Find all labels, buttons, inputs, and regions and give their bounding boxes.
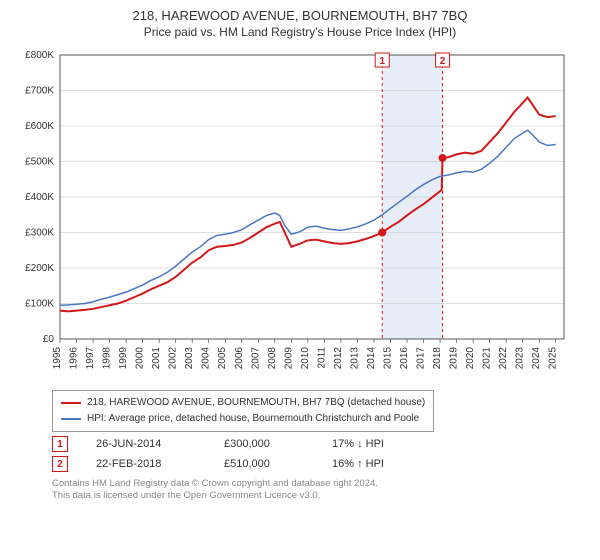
y-tick-label: £500K	[25, 157, 54, 168]
event-delta: 17% ↓ HPI	[332, 438, 384, 450]
y-tick-label: £300K	[25, 228, 54, 239]
footnote-line: This data is licensed under the Open Gov…	[52, 490, 588, 502]
x-tick-label: 2009	[283, 347, 294, 370]
x-tick-label: 2005	[217, 347, 228, 370]
x-tick-label: 2014	[366, 347, 377, 370]
legend-swatch	[61, 402, 81, 404]
x-tick-label: 2018	[432, 347, 443, 370]
footnote: Contains HM Land Registry data © Crown c…	[52, 478, 588, 503]
x-tick-label: 2017	[416, 347, 427, 370]
event-row: 1 26-JUN-2014 £300,000 17% ↓ HPI	[52, 436, 588, 452]
legend-row: 218, HAREWOOD AVENUE, BOURNEMOUTH, BH7 7…	[61, 395, 425, 411]
event-delta: 16% ↑ HPI	[332, 458, 384, 470]
x-tick-label: 2008	[267, 347, 278, 370]
x-tick-label: 2023	[515, 347, 526, 370]
event-dot	[378, 229, 386, 237]
event-marker-number: 2	[440, 56, 446, 67]
legend: 218, HAREWOOD AVENUE, BOURNEMOUTH, BH7 7…	[52, 390, 434, 432]
chart-area: £0 £100K £200K £300K £400K £500K £600K £700K £80…	[12, 49, 588, 384]
x-tick-label: 2011	[316, 347, 327, 369]
x-tick-label: 1996	[69, 347, 80, 370]
x-tick-label: 2000	[135, 347, 146, 370]
x-tick-label: 2016	[399, 347, 410, 370]
y-tick-label: £600K	[25, 121, 54, 132]
footnote-line: Contains HM Land Registry data © Crown c…	[52, 478, 588, 490]
line-chart: £0 £100K £200K £300K £400K £500K £600K £700K £80…	[12, 49, 572, 379]
y-tick-label: £100K	[25, 299, 54, 310]
legend-swatch	[61, 418, 81, 420]
x-tick-label: 2019	[449, 347, 460, 370]
x-tick-label: 1998	[102, 347, 113, 370]
event-price: £300,000	[224, 438, 304, 450]
event-row-marker: 2	[52, 456, 68, 472]
event-marker-number: 1	[379, 56, 385, 67]
y-tick-label: £800K	[25, 50, 54, 61]
y-tick-label: £400K	[25, 192, 54, 203]
event-price: £510,000	[224, 458, 304, 470]
series-hpi	[60, 130, 556, 305]
title-main: 218, HAREWOOD AVENUE, BOURNEMOUTH, BH7 7…	[12, 8, 588, 23]
y-tick-label: £700K	[25, 86, 54, 97]
x-tick-label: 2006	[234, 347, 245, 370]
x-tick-label: 2001	[151, 347, 162, 370]
x-tick-label: 1999	[118, 347, 129, 370]
x-tick-label: 2002	[168, 347, 179, 370]
x-tick-label: 2021	[482, 347, 493, 370]
x-tick-label: 2013	[349, 347, 360, 370]
x-tick-label: 2010	[300, 347, 311, 370]
x-tick-label: 2022	[498, 347, 509, 370]
x-tick-label: 2004	[201, 347, 212, 370]
event-date: 22-FEB-2018	[96, 458, 196, 470]
event-row-marker: 1	[52, 436, 68, 452]
x-tick-label: 2024	[531, 347, 542, 370]
x-tick-label: 1995	[52, 347, 63, 370]
x-tick-label: 2015	[382, 347, 393, 370]
title-sub: Price paid vs. HM Land Registry's House …	[12, 25, 588, 39]
x-tick-label: 2020	[465, 347, 476, 370]
x-tick-label: 2007	[250, 347, 261, 370]
event-dot	[439, 154, 447, 162]
event-row: 2 22-FEB-2018 £510,000 16% ↑ HPI	[52, 456, 588, 472]
y-tick-label: £200K	[25, 263, 54, 274]
series-price_paid	[60, 98, 556, 312]
x-tick-label: 1997	[85, 347, 96, 370]
legend-label: HPI: Average price, detached house, Bour…	[87, 411, 419, 427]
event-date: 26-JUN-2014	[96, 438, 196, 450]
y-tick-label: £0	[43, 334, 55, 345]
x-tick-label: 2025	[548, 347, 559, 370]
x-tick-label: 2012	[333, 347, 344, 370]
legend-label: 218, HAREWOOD AVENUE, BOURNEMOUTH, BH7 7…	[87, 395, 425, 411]
legend-row: HPI: Average price, detached house, Bour…	[61, 411, 425, 427]
x-tick-label: 2003	[184, 347, 195, 370]
